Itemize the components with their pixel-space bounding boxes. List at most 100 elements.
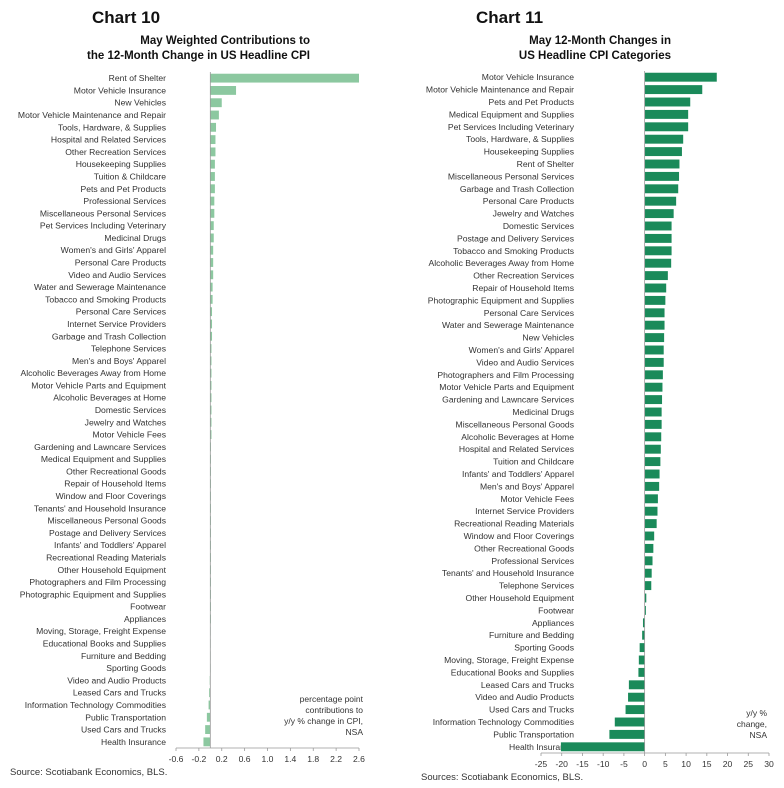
right-bar (638, 667, 645, 677)
left-x-tick-label: -0.2 (191, 754, 206, 764)
right-bar (644, 308, 665, 318)
left-category-label: Pets and Pet Products (80, 184, 166, 194)
left-bar (210, 98, 222, 108)
left-category-label: Health Insurance (101, 737, 166, 747)
right-bar (644, 581, 652, 591)
left-x-tick-label: 0.6 (239, 754, 251, 764)
left-bar (209, 688, 211, 698)
left-category-label: Miscellaneous Personal Services (40, 208, 166, 218)
right-category-label: Rent of Shelter (517, 159, 574, 169)
right-title-line1: May 12-Month Changes in (529, 35, 671, 47)
right-bar (644, 568, 652, 578)
left-units-note: percentage point contributions to y/y % … (266, 694, 363, 738)
right-category-label: Water and Sewerage Maintenance (442, 320, 574, 330)
left-category-label: Footwear (130, 602, 166, 612)
left-category-label: Alcoholic Beverages Away from Home (20, 368, 166, 378)
right-bar (644, 97, 691, 107)
left-category-label: Personal Care Services (76, 307, 166, 317)
left-category-label: Housekeeping Supplies (76, 159, 166, 169)
right-bar (644, 159, 680, 169)
right-bar (625, 705, 645, 715)
right-bar (644, 271, 668, 281)
right-bar (644, 543, 654, 553)
right-category-label: Domestic Services (503, 221, 574, 231)
left-bar (210, 233, 214, 243)
right-bar (644, 395, 663, 405)
right-x-tick-label: -15 (576, 759, 589, 768)
right-category-label: Medical Equipment and Supplies (449, 109, 574, 119)
right-category-label: Window and Floor Coverings (464, 531, 574, 541)
left-bar (210, 86, 237, 95)
right-bar (644, 333, 665, 343)
left-bar (210, 307, 213, 317)
left-bar (210, 331, 213, 341)
left-bar (210, 405, 212, 415)
left-category-label: Gardening and Lawncare Services (34, 442, 166, 452)
left-x-tick-label: 1.0 (262, 754, 274, 764)
left-bar (210, 73, 359, 83)
right-category-label: Leased Cars and Trucks (481, 680, 574, 690)
left-bar (210, 393, 212, 403)
left-bar (210, 282, 213, 292)
left-source: Source: Scotiabank Economics, BLS. (10, 767, 168, 778)
right-category-label: Telephone Services (499, 581, 574, 591)
right-category-label: Video and Audio Products (475, 692, 574, 702)
left-category-label: Furniture and Bedding (81, 651, 166, 661)
right-bar (644, 209, 674, 219)
left-category-label: Rent of Shelter (109, 73, 166, 83)
right-category-label: Educational Books and Supplies (451, 667, 574, 677)
right-bar (644, 419, 662, 429)
left-category-label: Public Transportation (85, 712, 166, 722)
right-units-note: y/y % change, NSA (700, 708, 767, 741)
right-category-label: Tenants' and Household Insurance (442, 568, 574, 578)
right-x-tick-label: 25 (743, 759, 753, 768)
right-category-label: Hospital and Related Services (459, 444, 574, 454)
right-x-tick-label: -10 (597, 759, 610, 768)
left-bar (210, 258, 214, 267)
right-bar (644, 85, 703, 95)
left-category-label: Infants' and Toddlers' Apparel (54, 540, 166, 550)
right-category-label: Information Technology Commodities (433, 717, 574, 727)
right-category-label: Jewelry and Watches (493, 209, 574, 219)
left-category-label: Leased Cars and Trucks (73, 688, 166, 698)
left-bar (210, 196, 215, 206)
right-x-tick-label: -5 (620, 759, 628, 768)
left-category-label: Alcoholic Beverages at Home (53, 393, 166, 403)
left-category-label: Information Technology Commodities (25, 700, 166, 710)
right-note-line: y/y % (746, 708, 767, 718)
right-category-label: Recreational Reading Materials (454, 519, 574, 529)
left-category-label: Motor Vehicle Maintenance and Repair (18, 110, 166, 120)
left-bar (210, 430, 212, 440)
right-x-tick-label: 15 (702, 759, 712, 768)
left-category-label: Window and Floor Coverings (56, 491, 166, 501)
right-x-tick-label: 10 (681, 759, 691, 768)
left-bar (210, 172, 215, 181)
right-bar (642, 618, 645, 628)
right-bar (628, 692, 645, 702)
right-chart-title: May 12-Month Changes in US Headline CPI … (371, 34, 671, 64)
right-bar (614, 717, 645, 727)
left-category-label: Tuition & Childcare (94, 171, 167, 181)
right-category-label: Garbage and Trash Collection (460, 184, 574, 194)
right-bar (644, 320, 665, 330)
right-bar (644, 382, 663, 392)
right-bar (644, 122, 689, 132)
right-category-label: Photographers and Film Processing (437, 370, 574, 380)
right-x-tick-label: 5 (663, 759, 668, 768)
right-bar (644, 72, 717, 82)
left-category-label: Medical Equipment and Supplies (41, 454, 166, 464)
right-category-label: Pets and Pet Products (488, 97, 574, 107)
left-category-label: Postage and Delivery Services (49, 528, 166, 538)
left-note-line: contributions to (305, 705, 363, 715)
left-bar-chart: Rent of Shelter Motor Vehicle Insurance Ne… (18, 72, 365, 764)
right-category-label: Other Household Equipment (466, 593, 575, 603)
right-bar (639, 643, 645, 653)
left-bar (210, 122, 217, 132)
left-category-label: Other Recreation Services (65, 147, 166, 157)
right-bar (644, 593, 647, 603)
right-category-label: Motor Vehicle Fees (500, 494, 574, 504)
left-x-tick-label: 1.4 (284, 754, 296, 764)
left-bar (210, 208, 215, 218)
right-category-label: Sporting Goods (514, 643, 574, 653)
left-bar (210, 294, 213, 304)
